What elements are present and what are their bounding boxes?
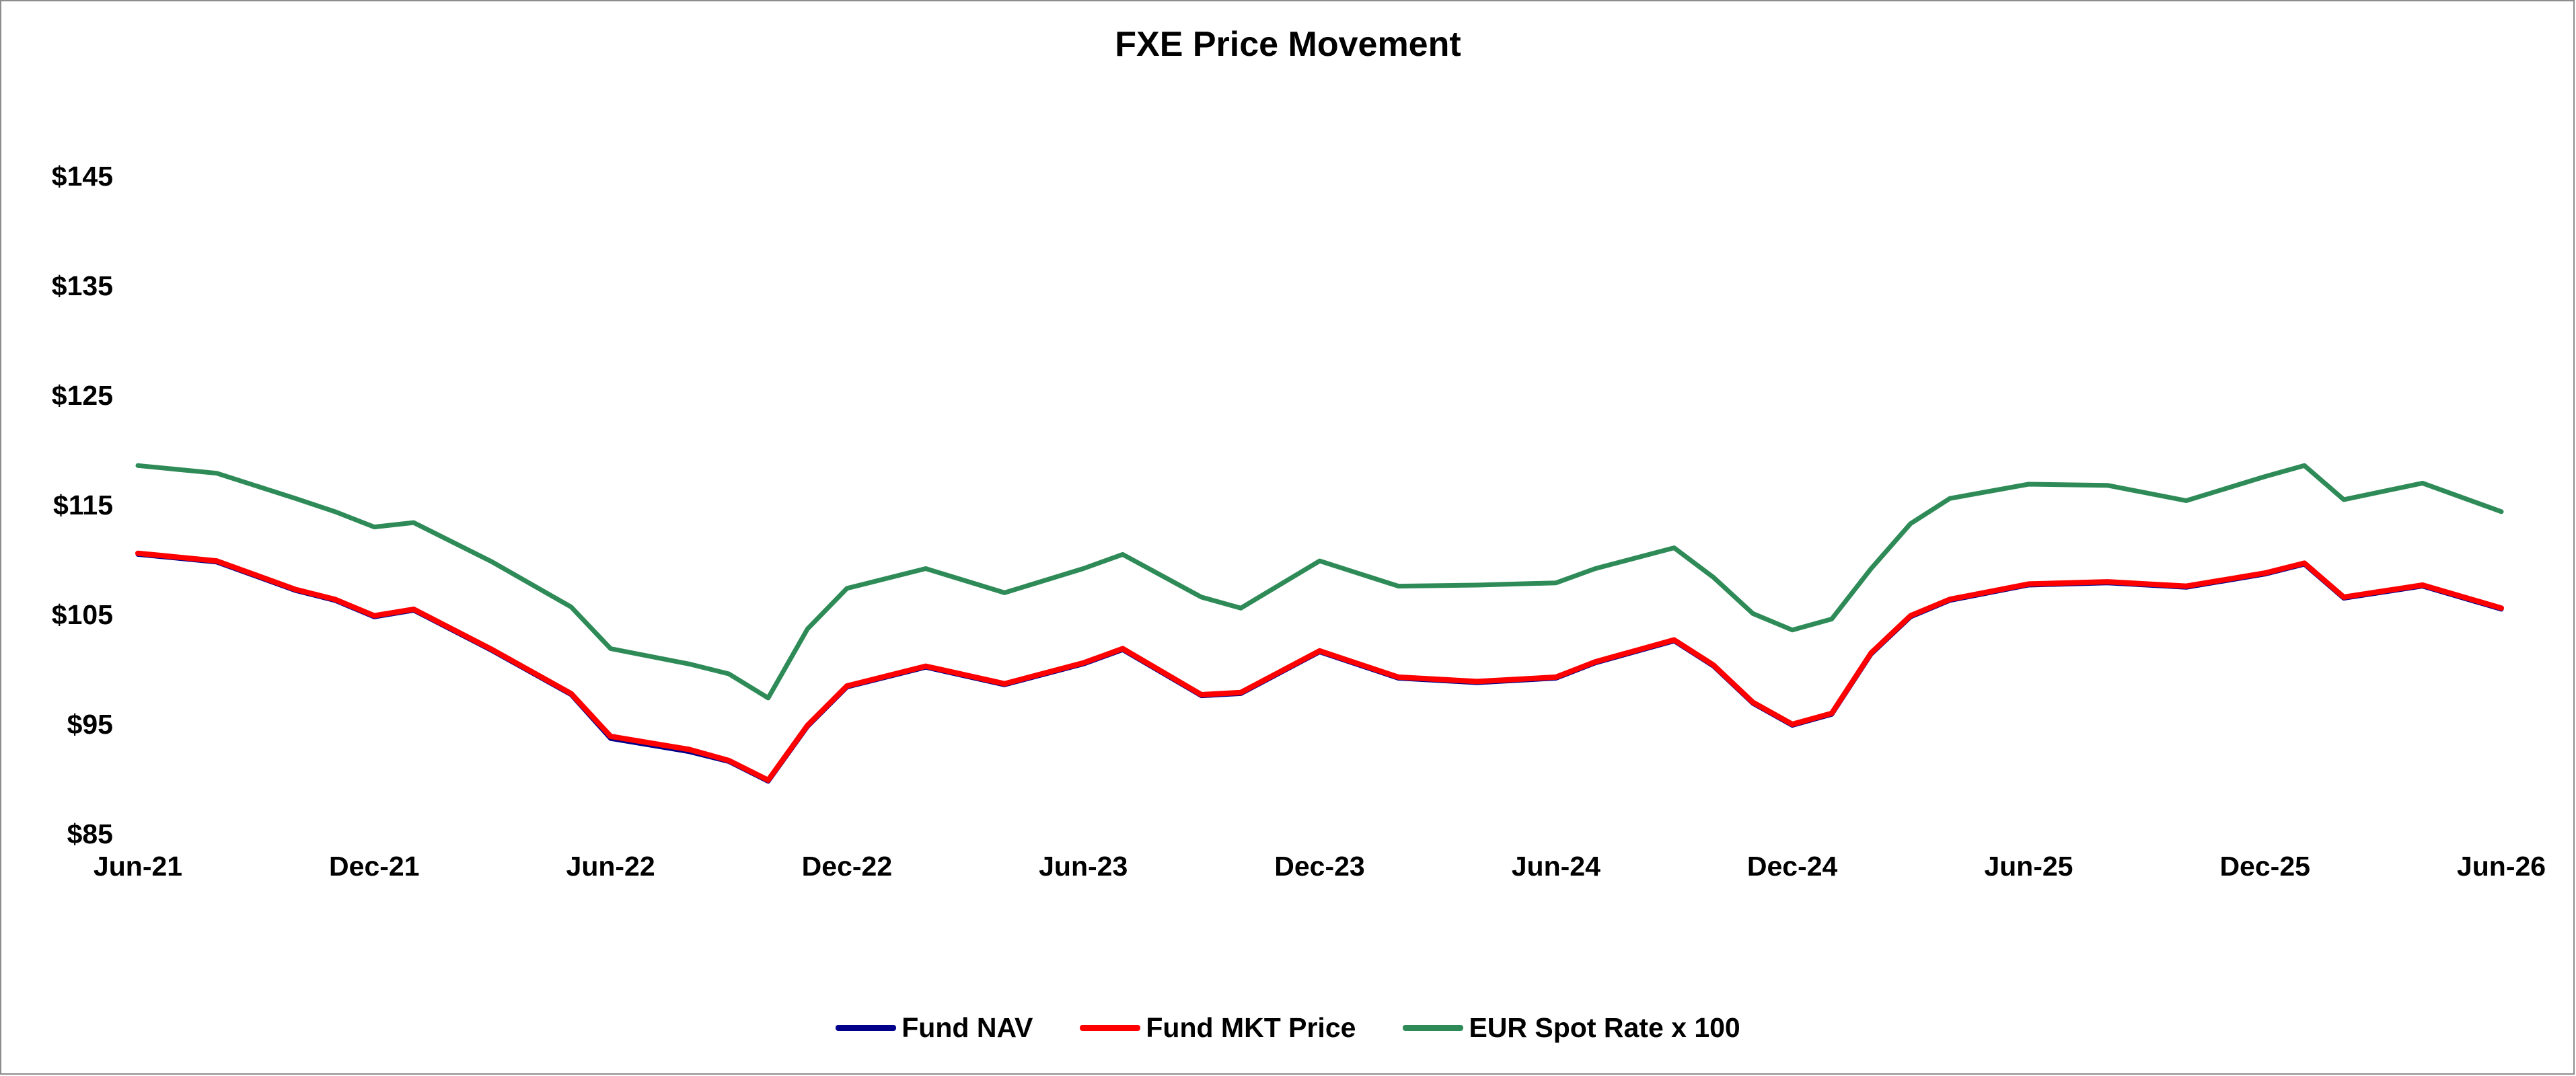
legend-swatch: [1080, 1025, 1141, 1031]
chart-title: FXE Price Movement: [1115, 25, 1461, 64]
y-tick-label: $95: [67, 709, 113, 740]
y-tick-label: $135: [52, 270, 113, 301]
legend-label: Fund NAV: [901, 1012, 1033, 1043]
y-tick-label: $115: [53, 490, 113, 521]
x-tick-label: Dec-23: [1274, 851, 1364, 882]
legend-item: EUR Spot Rate x 100: [1403, 1012, 1740, 1044]
x-tick-label: Dec-24: [1747, 851, 1838, 882]
y-tick-label: $85: [67, 818, 113, 849]
series-line-fund-nav: [135, 551, 2504, 784]
legend-label: EUR Spot Rate x 100: [1469, 1012, 1740, 1043]
x-tick-label: Jun-25: [1984, 851, 2073, 882]
x-tick-label: Jun-23: [1039, 851, 1128, 882]
legend-label: Fund MKT Price: [1146, 1012, 1356, 1043]
legend: Fund NAV Fund MKT Price EUR Spot Rate x 10…: [0, 1012, 2576, 1044]
x-axis-ticks: Jun-21 Dec-21 Jun-22 Dec-22 Jun-23 Dec-23 Jun-…: [94, 851, 2546, 882]
x-tick-label: Dec-22: [802, 851, 892, 882]
legend-swatch: [836, 1025, 897, 1031]
legend-item: Fund NAV: [836, 1012, 1033, 1044]
x-tick-label: Jun-22: [566, 851, 655, 882]
y-axis-ticks: $85 $95 $105 $115 $125 $135 $145: [52, 161, 113, 849]
series-lines: [135, 463, 2504, 784]
y-tick-label: $125: [52, 380, 113, 411]
series-line-fund-mkt-price: [135, 550, 2504, 783]
x-tick-label: Jun-24: [1512, 851, 1600, 882]
x-tick-label: Jun-26: [2457, 851, 2546, 882]
y-tick-label: $145: [52, 161, 113, 192]
x-tick-label: Jun-21: [94, 851, 182, 882]
legend-swatch: [1403, 1025, 1464, 1031]
legend-item: Fund MKT Price: [1080, 1012, 1356, 1044]
y-tick-label: $105: [52, 599, 113, 630]
x-tick-label: Dec-25: [2219, 851, 2310, 882]
series-line-eur-spot-rate-x-100: [135, 463, 2504, 701]
x-tick-label: Dec-21: [329, 851, 419, 882]
